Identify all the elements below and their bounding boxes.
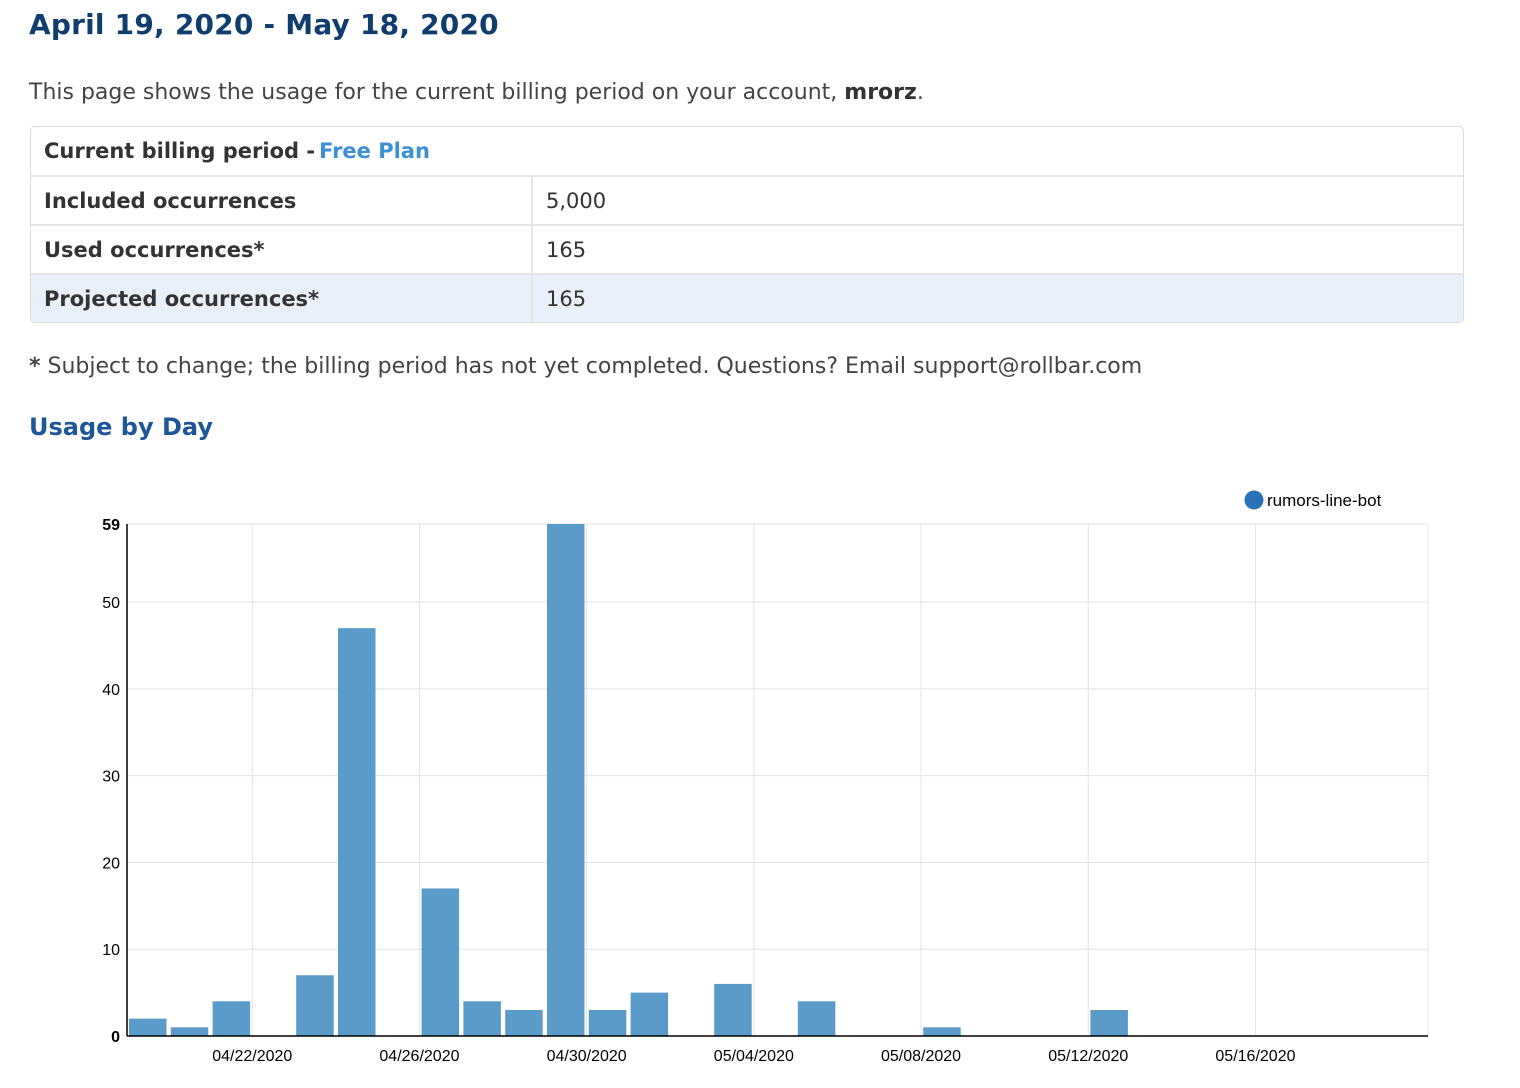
included-occurrences-value: 5,000 bbox=[531, 177, 1463, 224]
bar bbox=[714, 983, 752, 1036]
x-tick-label: 05/16/2020 bbox=[1215, 1048, 1295, 1065]
y-tick-label: 0 bbox=[111, 1029, 120, 1046]
usage-bar-chart: 0 10 20 30 40 50 59 04/22/2020 04/26/2020 04/30/2… bbox=[102, 490, 1429, 1065]
billing-table: Current billing period - Free Plan Inclu… bbox=[30, 126, 1464, 323]
usage-by-day-title: Usage by Day bbox=[29, 413, 213, 441]
x-tick-label: 05/08/2020 bbox=[881, 1048, 961, 1065]
footnote: * Subject to change; the billing period … bbox=[29, 354, 1142, 379]
bar bbox=[505, 1009, 543, 1036]
billing-header-label: Current billing period - bbox=[44, 139, 316, 163]
bar bbox=[588, 1009, 627, 1036]
footnote-text: Subject to change; the billing period ha… bbox=[47, 354, 1143, 379]
account-name: mrorz bbox=[844, 80, 917, 105]
bar bbox=[296, 975, 334, 1036]
bar bbox=[923, 1027, 961, 1036]
y-tick-label: 10 bbox=[102, 942, 120, 959]
bar bbox=[338, 628, 376, 1036]
bar bbox=[797, 1001, 836, 1036]
x-tick-label: 04/30/2020 bbox=[547, 1048, 627, 1065]
intro-prefix: This page shows the usage for the curren… bbox=[29, 80, 838, 105]
y-tick-label: 50 bbox=[102, 595, 120, 612]
x-tick-label: 05/12/2020 bbox=[1048, 1048, 1128, 1065]
x-tick-label: 04/22/2020 bbox=[212, 1048, 292, 1065]
y-tick-label: 20 bbox=[102, 855, 120, 872]
intro-suffix: . bbox=[916, 80, 924, 105]
billing-header-row: Current billing period - Free Plan bbox=[31, 127, 1463, 175]
legend-dot-icon bbox=[1244, 490, 1264, 510]
bar bbox=[129, 1018, 167, 1036]
y-tick-label: 40 bbox=[102, 682, 120, 699]
table-row: Used occurrences* 165 bbox=[31, 224, 1463, 273]
billing-period-title: April 19, 2020 - May 18, 2020 bbox=[29, 8, 499, 41]
free-plan-link[interactable]: Free Plan bbox=[319, 139, 430, 163]
x-tick-label: 05/04/2020 bbox=[714, 1048, 794, 1065]
bar bbox=[547, 524, 585, 1036]
y-tick-label: 30 bbox=[102, 769, 120, 786]
included-occurrences-label: Included occurrences bbox=[44, 188, 297, 213]
bar bbox=[170, 1027, 209, 1036]
footnote-star: * bbox=[29, 354, 41, 379]
projected-occurrences-value: 165 bbox=[531, 275, 1463, 322]
bar bbox=[212, 1001, 251, 1036]
x-tick-label: 04/26/2020 bbox=[379, 1048, 459, 1065]
intro-text: This page shows the usage for the curren… bbox=[29, 80, 924, 105]
bar bbox=[421, 888, 460, 1036]
bar bbox=[463, 1001, 501, 1036]
projected-occurrences-label: Projected occurrences* bbox=[44, 286, 320, 311]
table-row: Projected occurrences* 165 bbox=[31, 273, 1463, 322]
used-occurrences-label: Used occurrences* bbox=[44, 237, 265, 262]
billing-header-cell: Current billing period - Free Plan bbox=[31, 127, 531, 175]
used-occurrences-value: 165 bbox=[531, 226, 1463, 273]
bar bbox=[630, 992, 669, 1036]
bar bbox=[1090, 1009, 1128, 1036]
table-row: Included occurrences 5,000 bbox=[31, 175, 1463, 224]
y-tick-label: 59 bbox=[102, 517, 120, 534]
legend-label: rumors-line-bot bbox=[1267, 491, 1382, 510]
